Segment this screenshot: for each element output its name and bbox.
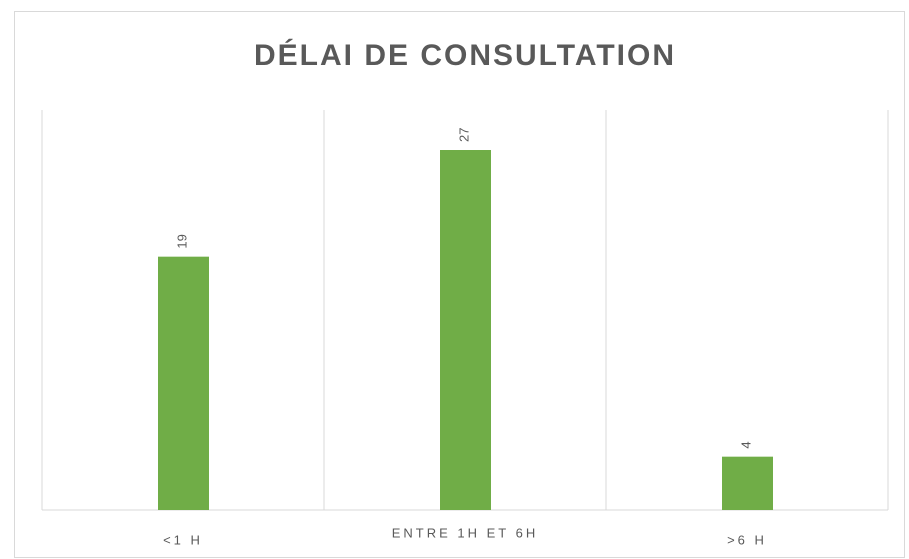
bar bbox=[158, 256, 209, 510]
x-tick-label: <1 H bbox=[163, 532, 203, 547]
x-tick-label: ENTRE 1H ET 6H bbox=[392, 525, 539, 540]
data-label: 27 bbox=[456, 128, 471, 142]
x-tick-label: >6 H bbox=[727, 532, 767, 547]
data-label: 4 bbox=[738, 441, 753, 448]
chart-title: DÉLAI DE CONSULTATION bbox=[254, 38, 676, 72]
data-label: 19 bbox=[174, 234, 189, 248]
bar bbox=[440, 150, 491, 510]
bar bbox=[722, 456, 773, 510]
